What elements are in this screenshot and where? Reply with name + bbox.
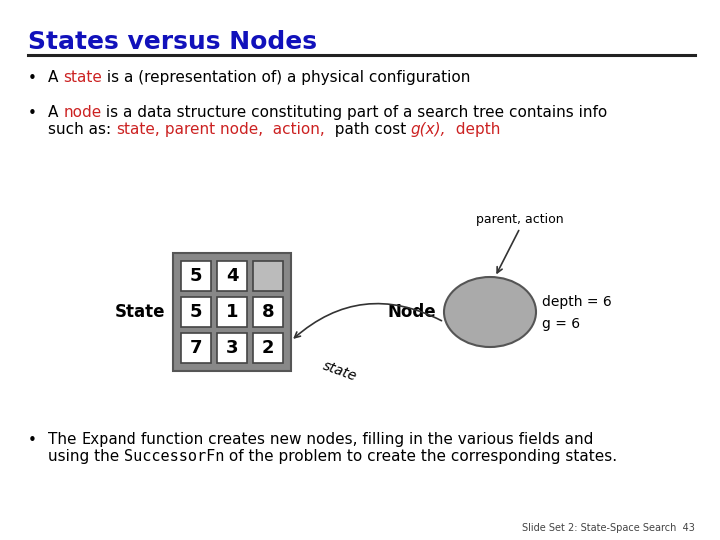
Text: of the problem to create the corresponding states.: of the problem to create the correspondi… [225, 449, 618, 464]
FancyBboxPatch shape [181, 261, 211, 291]
Text: 5: 5 [190, 267, 202, 285]
Text: 4: 4 [226, 267, 238, 285]
FancyBboxPatch shape [181, 333, 211, 363]
Text: A: A [48, 105, 63, 120]
Text: A: A [48, 70, 63, 85]
FancyBboxPatch shape [217, 297, 247, 327]
Text: function creates new nodes, filling in the various fields and: function creates new nodes, filling in t… [136, 432, 593, 447]
Text: using the: using the [48, 449, 124, 464]
Text: depth = 6: depth = 6 [542, 295, 612, 309]
Text: parent, action: parent, action [476, 213, 564, 226]
Text: 8: 8 [261, 303, 274, 321]
Text: state,: state, [116, 122, 160, 137]
FancyBboxPatch shape [217, 333, 247, 363]
Text: 1: 1 [226, 303, 238, 321]
Text: The: The [48, 432, 81, 447]
Text: g(x),: g(x), [410, 122, 446, 137]
Text: •: • [28, 433, 37, 448]
Text: parent node,: parent node, [160, 122, 263, 137]
Text: node: node [63, 105, 102, 120]
Ellipse shape [444, 277, 536, 347]
Text: States versus Nodes: States versus Nodes [28, 30, 317, 54]
FancyBboxPatch shape [253, 333, 283, 363]
Text: Slide Set 2: State-Space Search  43: Slide Set 2: State-Space Search 43 [522, 523, 695, 533]
Text: path cost: path cost [325, 122, 410, 137]
Text: state: state [63, 70, 102, 85]
Text: •: • [28, 71, 37, 86]
Text: 5: 5 [190, 303, 202, 321]
Text: is a (representation of) a physical configuration: is a (representation of) a physical conf… [102, 70, 470, 85]
FancyBboxPatch shape [181, 297, 211, 327]
Text: such as:: such as: [48, 122, 116, 137]
Text: g = 6: g = 6 [542, 317, 580, 331]
Text: Expand: Expand [81, 432, 136, 447]
FancyBboxPatch shape [173, 253, 291, 371]
Text: SuccessorFn: SuccessorFn [124, 449, 225, 464]
Text: is a data structure constituting part of a search tree contains info: is a data structure constituting part of… [102, 105, 608, 120]
FancyBboxPatch shape [253, 261, 283, 291]
Text: 2: 2 [262, 339, 274, 357]
FancyBboxPatch shape [217, 261, 247, 291]
Text: action,: action, [263, 122, 325, 137]
Text: depth: depth [446, 122, 500, 137]
Text: 3: 3 [226, 339, 238, 357]
Text: State: State [114, 303, 165, 321]
Text: 7: 7 [190, 339, 202, 357]
Text: state: state [321, 359, 359, 384]
Text: Node: Node [387, 303, 436, 321]
Text: •: • [28, 106, 37, 121]
FancyBboxPatch shape [253, 297, 283, 327]
